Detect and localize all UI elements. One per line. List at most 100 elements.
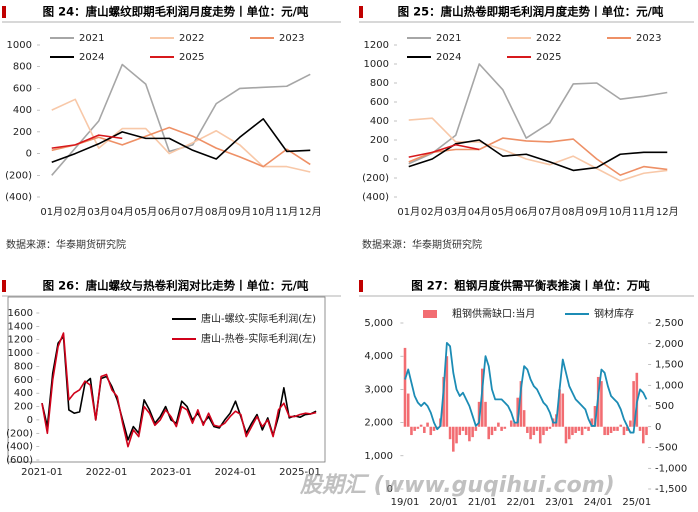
bar [487, 426, 491, 440]
y-tick-label: 0 [27, 415, 33, 426]
x-tick-label: 2025-01 [279, 467, 321, 478]
legend-label: 2022 [536, 33, 561, 44]
bar [535, 426, 539, 431]
bar [600, 381, 603, 427]
y-tick-label: 600 [13, 83, 32, 94]
x-tick-label: 08月 [562, 206, 585, 218]
x-tick-label: 2023-01 [150, 467, 192, 478]
x-tick-label: 20/01 [429, 497, 458, 508]
plot-frame [7, 296, 326, 463]
bar [645, 426, 648, 436]
bar [542, 426, 545, 436]
x-tick-label: 2022-01 [86, 467, 128, 478]
bar [468, 426, 471, 442]
y-tick-label: 5,000 [364, 318, 393, 329]
bar [429, 426, 433, 436]
y-tick-label: 400 [370, 116, 389, 127]
bar [558, 389, 561, 427]
bar [455, 426, 458, 444]
title-marker [359, 6, 363, 18]
y-tick-label: (400) [5, 192, 32, 203]
watermark: 股期汇 (www.guqihui.com) [299, 473, 615, 498]
bar [493, 426, 497, 431]
y-tick-label: 200 [13, 127, 32, 138]
x-tick-label: 02月 [64, 206, 87, 218]
title-marker [2, 280, 6, 292]
x-tick-label: 08月 [205, 206, 228, 218]
y-tick-label: 3,000 [364, 384, 393, 395]
source: 数据来源：华泰期货研究院 [6, 238, 126, 251]
y-tick-label: 600 [14, 375, 33, 386]
y-tick-label: 400 [14, 388, 33, 399]
bar [571, 426, 574, 436]
bar [622, 426, 626, 436]
bar [545, 426, 548, 431]
series-line [51, 63, 311, 176]
y-tick-label: 1000 [364, 59, 389, 70]
bar [503, 426, 507, 429]
x-tick-label: 11月 [632, 206, 655, 218]
y-tick-label: 1000 [8, 348, 33, 359]
legend-label: 2024 [79, 52, 104, 63]
chart-title: 图 24：唐山螺纹即期毛利润月度走势丨单位：元/吨 [43, 5, 309, 19]
bar [464, 426, 468, 436]
series-line [408, 143, 480, 158]
bar [445, 356, 449, 427]
bar [548, 426, 552, 429]
y-tick-label: (200) [5, 170, 32, 181]
bar [413, 426, 416, 431]
bar [419, 424, 423, 427]
y-tick-label: -1,000 [655, 463, 687, 474]
bar [538, 426, 542, 444]
bar [442, 376, 445, 427]
bar [580, 426, 584, 436]
y-tick-label: 1,000 [655, 380, 684, 391]
x-tick-label: 09月 [228, 206, 251, 218]
bar [638, 426, 642, 431]
bar [574, 426, 577, 433]
bar [423, 426, 426, 433]
x-tick-label: 04月 [111, 206, 134, 218]
y-tick-label: 1200 [364, 40, 389, 51]
bar [616, 426, 619, 431]
bar [500, 426, 503, 431]
x-tick-label: 12月 [299, 206, 322, 218]
x-tick-label: 12月 [656, 206, 679, 218]
legend-label: 2022 [179, 33, 204, 44]
y-tick-label: 1,500 [655, 360, 684, 371]
bar [625, 426, 629, 431]
bar [587, 426, 590, 431]
x-tick-label: 24/01 [584, 497, 613, 508]
bar [471, 426, 474, 438]
y-tick-label: 2,000 [655, 339, 684, 350]
series-line [404, 342, 648, 434]
bar [426, 422, 429, 427]
legend-label: 2025 [536, 52, 561, 63]
x-tick-label: 05月 [134, 206, 157, 218]
y-tick-label: 0 [387, 484, 393, 495]
x-tick-label: 03月 [87, 206, 110, 218]
y-tick-label: (400) [6, 442, 33, 453]
legend-label: 唐山-热卷-实际毛利润(左) [201, 332, 316, 345]
x-tick-label: 04月 [468, 206, 491, 218]
y-tick-label: 800 [14, 361, 33, 372]
bar [526, 426, 529, 433]
bar [606, 426, 610, 436]
bar [509, 420, 513, 427]
bar [613, 426, 616, 431]
x-tick-label: 11月 [275, 206, 298, 218]
bar [497, 422, 500, 427]
x-tick-label: 02月 [421, 206, 444, 218]
bar [452, 426, 455, 452]
series-line [408, 139, 668, 172]
y-tick-label: 800 [370, 78, 389, 89]
x-tick-label: 10月 [609, 206, 632, 218]
series-line [41, 332, 317, 448]
chart-title: 图 26：唐山螺纹与热卷利润对比走势丨单位：元/吨 [43, 279, 309, 293]
y-tick-label: -1,500 [655, 484, 687, 495]
x-tick-label: 19/01 [391, 497, 420, 508]
bar [603, 426, 606, 436]
y-tick-label: 1000 [7, 40, 32, 51]
legend-label: 2025 [179, 52, 204, 63]
x-tick-label: 01月 [40, 206, 63, 218]
